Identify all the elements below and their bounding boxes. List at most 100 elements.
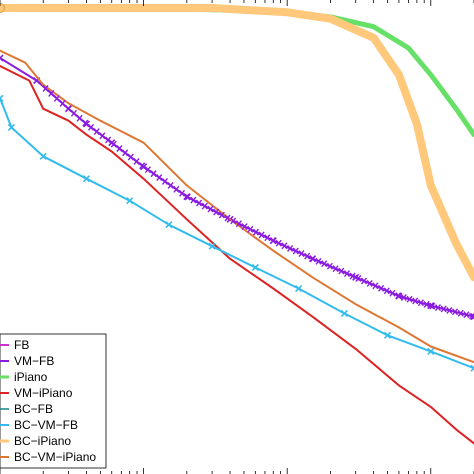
vmfb-dense-marker (59, 100, 66, 107)
vmfb-dense-marker (70, 109, 77, 117)
vmfb-dense-marker (76, 114, 83, 122)
vmfb-dense-marker (110, 140, 117, 148)
vmfb-dense-marker (355, 275, 362, 282)
marker-1-0 (0, 54, 4, 62)
vmfb-dense-marker (224, 214, 231, 222)
vmfb-dense-marker (161, 178, 168, 185)
vmfb-dense-marker (173, 185, 180, 193)
vmfb-dense-marker (53, 95, 60, 102)
series-line-7 (0, 49, 474, 364)
vmfb-dense-marker (463, 311, 470, 319)
vmfb-dense-marker (65, 105, 72, 112)
vmfb-dense-marker (452, 308, 459, 316)
vmfb-dense-marker (457, 309, 464, 317)
vmfb-dense-marker (412, 297, 419, 305)
vmfb-dense-marker (309, 255, 316, 263)
vmfb-dense-marker (423, 300, 430, 308)
vmfb-dense-marker (150, 170, 157, 178)
vmfb-dense-marker (366, 279, 373, 287)
vmfb-dense-marker (213, 208, 220, 216)
marker-5-6 (208, 242, 216, 250)
vmfb-dense-marker (343, 270, 351, 278)
vmfb-dense-marker (82, 119, 89, 127)
vmfb-dense-marker (116, 145, 123, 152)
legend: FB VM−FB iPiano VM−iPiano BC−FB BC−VM−FB BC−iP… (0, 333, 107, 469)
marker-5-1 (7, 123, 15, 131)
vmfb-dense-marker (395, 292, 402, 300)
series-markers-6 (0, 2, 6, 14)
marker-1-13 (470, 313, 474, 321)
vmfb-dense-marker (287, 244, 294, 252)
vmfb-dense-marker (292, 247, 299, 255)
marker-5-7 (251, 263, 259, 272)
series-line-5 (0, 97, 474, 370)
marker-5-5 (165, 221, 173, 229)
legend-label-5: BC−VM−FB (14, 418, 78, 432)
vmfb-dense-marker (269, 237, 277, 244)
vmfb-dense-marker (133, 157, 140, 165)
vmfb-dense-marker (196, 199, 203, 207)
marker-5-9 (340, 309, 348, 317)
vmfb-dense-marker (48, 89, 55, 97)
vmfb-dense-marker (258, 231, 265, 239)
marker-5-11 (427, 347, 435, 355)
vmfb-dense-marker (105, 136, 112, 144)
vmfb-dense-marker (304, 252, 311, 260)
vmfb-dense-marker (235, 220, 242, 228)
vmfb-dense-marker (156, 174, 163, 182)
series-markers-5 (0, 94, 474, 372)
vmfb-dense-marker (383, 287, 390, 295)
vmfb-dense-marker (99, 132, 106, 140)
vmfb-dense-marker (360, 277, 368, 285)
marker-5-4 (126, 197, 134, 205)
marker-5-3 (82, 175, 91, 183)
vmfb-dense-marker (178, 189, 186, 197)
vmfb-dense-marker (201, 202, 208, 210)
legend-label-2: iPiano (14, 370, 48, 384)
vmfb-dense-marker (389, 289, 396, 297)
vmfb-dense-marker (326, 262, 333, 270)
marker-5-0 (0, 94, 4, 102)
vmfb-dense-marker (218, 211, 225, 219)
vmfb-dense-marker (321, 260, 328, 268)
marker-5-12 (470, 364, 474, 372)
vmfb-dense-marker (230, 217, 237, 225)
vmfb-dense-marker (378, 284, 385, 292)
series-lines (0, 2, 474, 445)
vmfb-dense-marker (247, 225, 254, 233)
vmfb-dense-marker (372, 282, 379, 290)
vmfb-dense-marker (241, 223, 248, 230)
vmfb-dense-marker (338, 267, 345, 275)
legend-label-7: BC−VM−iPiano (14, 450, 96, 464)
vmfb-dense-marker (446, 306, 453, 314)
vmfb-dense-marker (190, 196, 197, 204)
vmfb-dense-marker (406, 295, 413, 303)
vmfb-dense-markers (42, 84, 474, 320)
series-line-6 (0, 4, 474, 282)
vmfb-dense-marker (315, 257, 322, 265)
vmfb-dense-marker (440, 305, 447, 313)
vmfb-dense-marker (264, 234, 271, 242)
vmfb-dense-marker (87, 123, 95, 131)
legend-label-1: VM−FB (14, 354, 54, 368)
legend-label-6: BC−iPiano (14, 434, 71, 448)
vmfb-dense-marker (275, 239, 282, 247)
vmfb-dense-marker (281, 242, 288, 250)
legend-label-3: VM−iPiano (14, 386, 73, 400)
marker-5-2 (39, 152, 47, 160)
vmfb-dense-marker (42, 84, 49, 92)
vmfb-dense-marker (252, 228, 259, 236)
vmfb-dense-marker (139, 162, 146, 170)
vmfb-dense-marker (298, 250, 305, 258)
vmfb-dense-marker (127, 153, 134, 161)
marker-5-10 (383, 331, 392, 339)
legend-label-0: FB (14, 338, 29, 352)
vmfb-dense-marker (167, 181, 174, 189)
vmfb-dense-marker (122, 149, 129, 157)
vmfb-dense-marker (207, 205, 214, 213)
vmfb-dense-marker (417, 299, 424, 307)
vmfb-dense-marker (184, 193, 191, 201)
series-line-3 (0, 65, 474, 445)
